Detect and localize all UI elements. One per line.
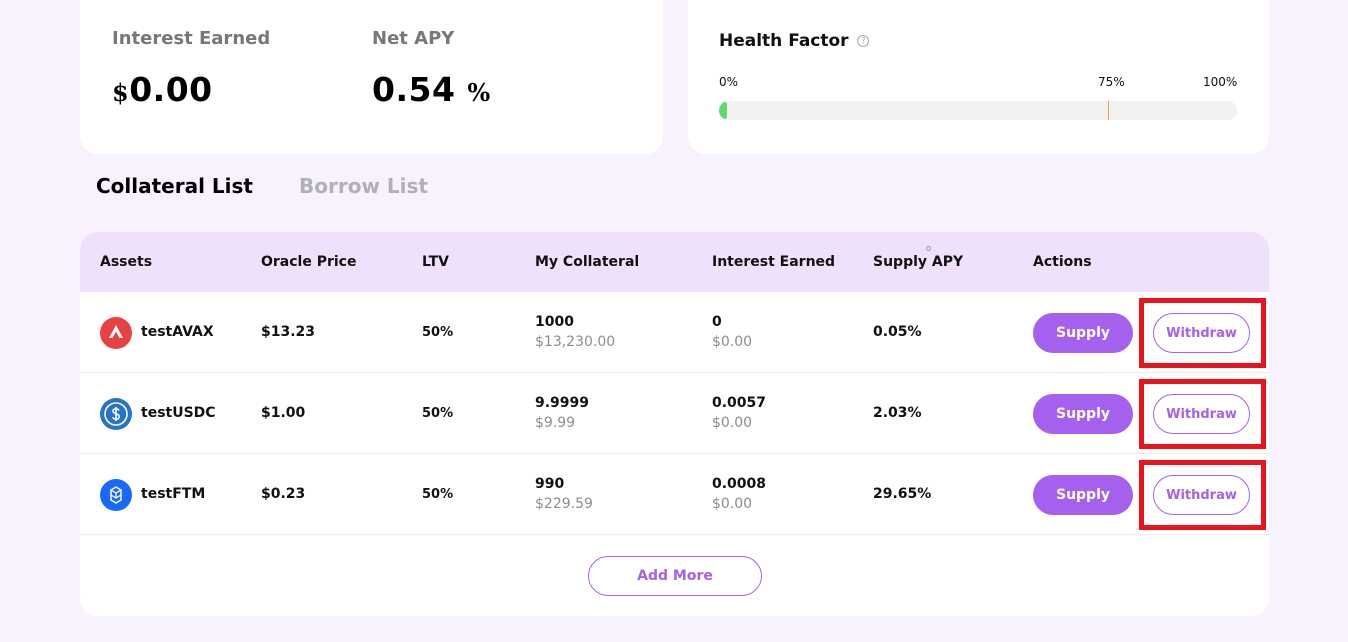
header-ltv: LTV [422, 254, 449, 270]
oracle-price: $13.23 [261, 324, 316, 340]
table-row: testUSDC $1.00 50% 9.9999 $9.99 0.0057 $… [80, 373, 1269, 454]
tab-borrow-list[interactable]: Borrow List [299, 174, 428, 198]
health-factor-fill [719, 101, 727, 120]
supply-button[interactable]: Supply [1033, 313, 1133, 353]
help-icon[interactable]: ? [857, 35, 870, 47]
asset-name: testUSDC [141, 405, 216, 421]
table-row: testAVAX $13.23 50% 1000 $13,230.00 0 $0… [80, 292, 1269, 373]
info-dot-icon [926, 246, 931, 251]
withdraw-highlight-box: Withdraw [1139, 379, 1266, 449]
health-tick-max: 100% [1203, 75, 1238, 89]
header-interest-earned: Interest Earned [712, 254, 836, 270]
interest-usd: $0.00 [712, 415, 753, 431]
tab-collateral-list[interactable]: Collateral List [96, 174, 253, 198]
summary-card: Interest Earned $0.00 Net APY 0.54 % [80, 0, 663, 154]
supply-button[interactable]: Supply [1033, 394, 1133, 434]
supply-apy: 29.65% [873, 486, 932, 502]
avax-icon [100, 317, 132, 349]
collateral-amount: 1000 [535, 314, 574, 330]
withdraw-button[interactable]: Withdraw [1153, 394, 1250, 434]
ftm-icon [100, 479, 132, 511]
asset-name: testFTM [141, 486, 206, 502]
ltv-value: 50% [422, 325, 454, 340]
ltv-value: 50% [422, 487, 454, 502]
supply-apy: 0.05% [873, 324, 922, 340]
interest-usd: $0.00 [712, 496, 753, 512]
interest-usd: $0.00 [712, 334, 753, 350]
percent-symbol: % [467, 78, 491, 107]
oracle-price: $1.00 [261, 405, 306, 421]
health-factor-card: Health Factor ? 0% 75% 100% [688, 0, 1269, 154]
ltv-value: 50% [422, 406, 454, 421]
health-factor-bar [719, 101, 1237, 120]
health-factor-title-text: Health Factor [719, 31, 849, 51]
add-more-button[interactable]: Add More [588, 556, 762, 596]
health-factor-title: Health Factor ? [719, 31, 870, 51]
supply-button[interactable]: Supply [1033, 475, 1133, 515]
header-oracle-price: Oracle Price [261, 254, 357, 270]
header-actions: Actions [1033, 254, 1092, 270]
withdraw-button[interactable]: Withdraw [1153, 313, 1250, 353]
net-apy-amount: 0.54 [372, 70, 456, 109]
interest-amount: 0.0057 [712, 395, 767, 411]
oracle-price: $0.23 [261, 486, 306, 502]
interest-amount: 0.0008 [712, 476, 767, 492]
health-tick-warn: 75% [1098, 75, 1125, 89]
interest-amount: 0 [712, 314, 722, 330]
interest-earned-label: Interest Earned [112, 28, 271, 49]
collateral-amount: 9.9999 [535, 395, 590, 411]
header-assets: Assets [100, 254, 153, 270]
usdc-icon [100, 398, 132, 430]
interest-earned-amount: 0.00 [129, 70, 213, 109]
interest-earned-value: $0.00 [112, 70, 213, 109]
currency-symbol: $ [112, 78, 130, 107]
collateral-usd: $9.99 [535, 415, 576, 431]
collateral-table: Assets Oracle Price LTV My Collateral In… [80, 232, 1269, 616]
withdraw-highlight-box: Withdraw [1139, 460, 1266, 530]
supply-apy: 2.03% [873, 405, 922, 421]
collateral-usd: $229.59 [535, 496, 593, 512]
asset-name: testAVAX [141, 324, 214, 340]
table-header: Assets Oracle Price LTV My Collateral In… [80, 232, 1269, 292]
withdraw-highlight-box: Withdraw [1139, 298, 1266, 368]
table-row: testFTM $0.23 50% 990 $229.59 0.0008 $0.… [80, 454, 1269, 535]
header-my-collateral: My Collateral [535, 254, 640, 270]
net-apy-value: 0.54 % [372, 70, 491, 109]
header-supply-apy: Supply APY [873, 254, 964, 270]
net-apy-label: Net APY [372, 28, 455, 49]
health-tick-min: 0% [719, 75, 739, 89]
health-factor-threshold-marker [1108, 101, 1109, 120]
collateral-amount: 990 [535, 476, 565, 492]
collateral-usd: $13,230.00 [535, 334, 616, 350]
withdraw-button[interactable]: Withdraw [1153, 475, 1250, 515]
